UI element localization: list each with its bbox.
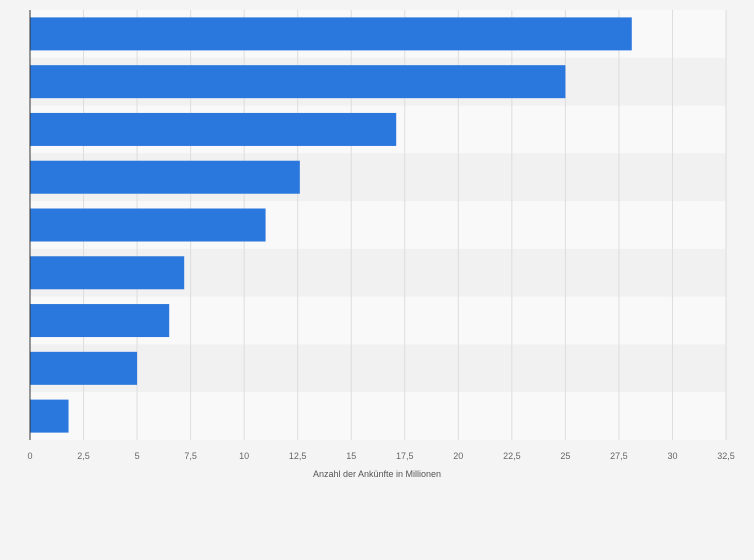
bar bbox=[30, 160, 300, 194]
bar bbox=[30, 17, 632, 51]
x-tick-label: 2,5 bbox=[77, 451, 90, 461]
x-tick-labels: 0 2,5 5 7,5 10 12,5 15 17,5 20 22,5 25 27,5 30 32,5 bbox=[27, 451, 734, 461]
bars bbox=[30, 17, 632, 433]
bar bbox=[30, 112, 397, 146]
x-tick-label: 30 bbox=[667, 451, 677, 461]
x-tick-label: 12,5 bbox=[289, 451, 307, 461]
x-axis-title: Anzahl der Ankünfte in Millionen bbox=[313, 469, 441, 479]
x-tick-label: 15 bbox=[346, 451, 356, 461]
bar bbox=[30, 256, 185, 290]
x-tick-label: 0 bbox=[27, 451, 32, 461]
x-tick-label: 25 bbox=[560, 451, 570, 461]
x-tick-label: 5 bbox=[135, 451, 140, 461]
x-tick-label: 22,5 bbox=[503, 451, 521, 461]
row-band bbox=[30, 344, 726, 393]
x-tick-label: 32,5 bbox=[717, 451, 735, 461]
bar bbox=[30, 351, 138, 385]
row-band bbox=[30, 392, 726, 440]
bar bbox=[30, 399, 69, 433]
x-tick-label: 10 bbox=[239, 451, 249, 461]
bar bbox=[30, 304, 170, 338]
x-tick-label: 17,5 bbox=[396, 451, 414, 461]
bar bbox=[30, 65, 566, 99]
x-tick-label: 27,5 bbox=[610, 451, 628, 461]
x-tick-label: 7,5 bbox=[184, 451, 197, 461]
x-tick-label: 20 bbox=[453, 451, 463, 461]
bar bbox=[30, 208, 266, 242]
